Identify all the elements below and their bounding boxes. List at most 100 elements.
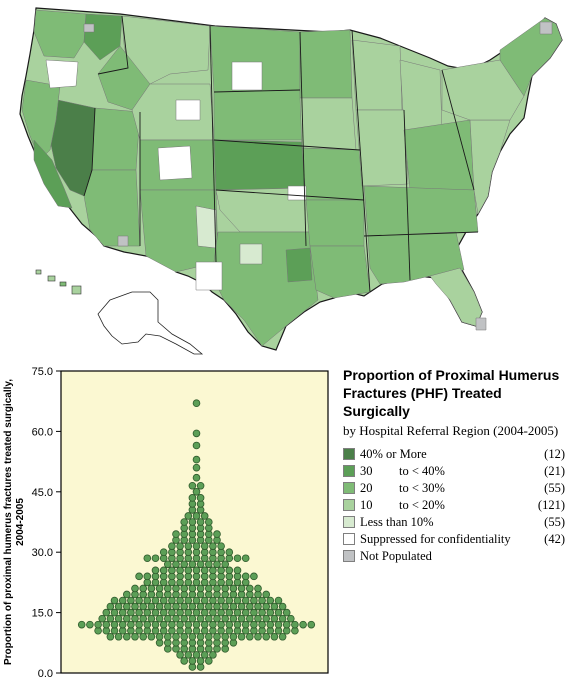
data-point [184,651,193,659]
data-point [147,614,156,623]
data-point [188,481,197,490]
legend-swatch [343,465,355,477]
data-point [123,632,131,641]
legend-class-label: 30 [360,464,373,478]
data-point [246,584,254,593]
dot-plot-svg: 0.0 15.0 30.0 45.0 60.0 75.0 Proportion of pro… [3,366,329,679]
dot-plot-panel: 0.0 15.0 30.0 45.0 60.0 75.0 Proportion of pro… [0,362,340,679]
data-point [139,614,148,623]
data-point [155,602,164,611]
data-point [188,657,197,665]
data-point [118,596,127,605]
data-point [131,614,139,623]
data-point [237,614,246,623]
data-point [200,620,209,629]
data-point [123,614,131,623]
y-tick-label: 45.0 [32,487,53,499]
data-point [192,463,201,472]
legend-class-range: to < 40% [399,464,445,478]
data-point [225,596,234,605]
data-point [274,608,283,617]
data-point [184,512,193,520]
data-point [106,632,115,641]
data-point [258,608,266,617]
data-point [172,602,180,611]
data-point [151,596,160,605]
state-borders [83,15,479,293]
data-point [192,566,201,575]
data-point [205,518,213,526]
data-point [180,518,189,526]
data-point [254,602,262,611]
data-point [213,530,221,538]
data-point [127,608,135,617]
data-point [266,596,275,605]
data-point [143,596,152,605]
data-point [192,620,201,629]
data-point [205,614,213,623]
data-point [180,632,189,641]
data-point [192,429,201,438]
data-point [180,602,189,611]
data-point [110,620,119,629]
data-point [196,518,205,526]
data-point [274,596,283,605]
data-point [123,590,131,599]
data-point [229,584,238,593]
data-point [258,596,266,605]
data-point [192,441,201,450]
data-point [241,554,250,563]
hrr-regions [21,9,563,347]
legend-rows: 40% or More (12) 30 to < 40% (21) 20 to < 30% (… [343,446,569,564]
legend-row: 30 to < 40% (21) [343,463,569,479]
y-tick-label: 75.0 [32,366,53,378]
data-point [221,560,230,569]
data-point [262,602,271,611]
data-point [258,620,266,629]
data-point [233,620,242,629]
data-point [237,632,246,641]
data-point [200,596,209,605]
data-point [209,620,217,629]
data-point [188,602,197,611]
data-point [196,494,205,502]
data-point [180,584,189,593]
data-point [151,554,160,563]
legend-subtitle: by Hospital Referral Region (2004-2005) [343,423,559,438]
data-point [143,620,152,629]
data-point [200,542,209,550]
data-point [192,608,201,617]
data-point [217,566,225,575]
data-point [176,620,184,629]
data-point [164,632,172,641]
data-point [266,620,275,629]
legend-row: 10 to < 20% (121) [343,497,569,513]
data-point [270,614,279,623]
data-point [196,481,205,490]
data-point [241,572,250,581]
legend-count: (55) [544,481,565,495]
data-point [217,542,225,550]
data-point [217,608,225,617]
data-point [192,596,201,605]
map-legend: Proportion of Proximal Humerus Fractures… [343,366,569,565]
alaska-outline [97,291,204,355]
data-point [147,632,156,641]
data-point [217,620,225,629]
data-point [155,632,164,641]
legend-class-label: Suppressed for confidentiality [360,532,511,546]
data-point [229,602,238,611]
data-point [209,651,217,659]
data-point [246,614,254,623]
data-point [270,632,279,641]
data-point [180,614,189,623]
data-point [164,614,172,623]
data-point [184,596,193,605]
data-point [102,620,111,629]
data-point [241,608,250,617]
data-point [135,596,143,605]
map-svg [19,7,563,355]
data-point [102,608,111,617]
data-point [274,620,283,629]
legend-row: 20 to < 30% (55) [343,480,569,496]
